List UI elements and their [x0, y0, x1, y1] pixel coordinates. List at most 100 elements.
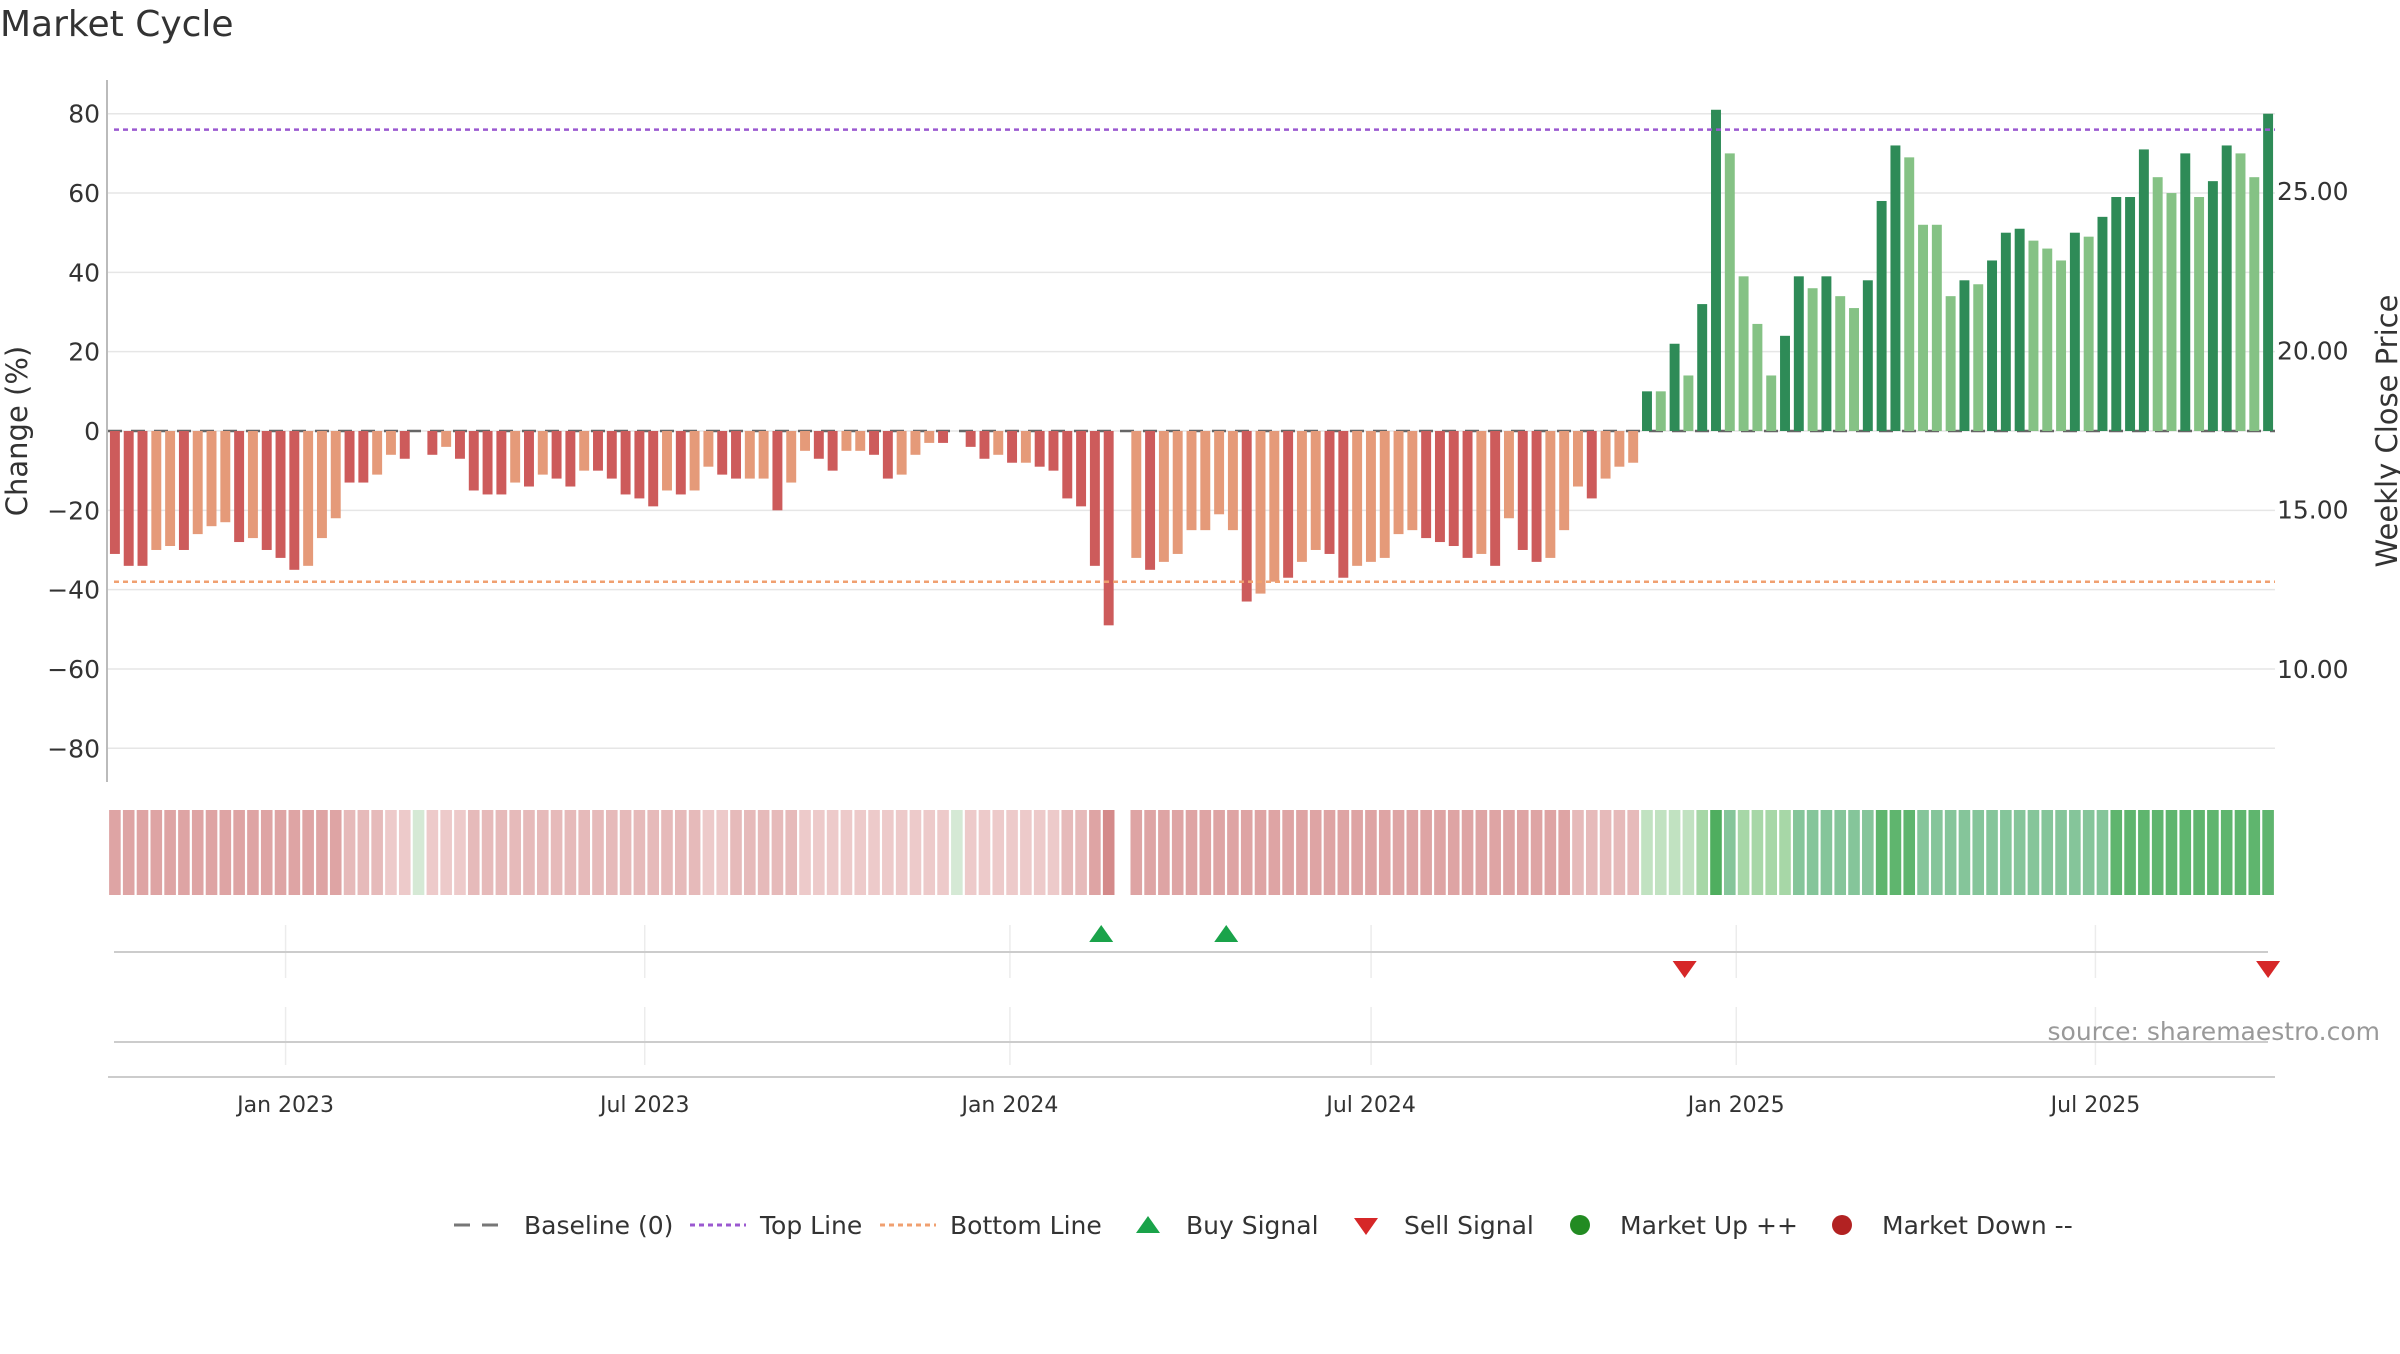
bar — [1325, 431, 1335, 554]
heat-cell — [427, 810, 439, 895]
heat-cell — [261, 810, 273, 895]
bar — [2070, 233, 2080, 431]
heat-cell — [565, 810, 577, 895]
x-tick-label: Jan 2025 — [1686, 1093, 1785, 1118]
heat-cell — [1972, 810, 1984, 895]
bar — [2167, 193, 2177, 431]
bar — [165, 431, 175, 546]
heat-cell — [1710, 810, 1722, 895]
bar — [1200, 431, 1210, 530]
y-tick-label: −80 — [47, 734, 100, 763]
bar — [441, 431, 451, 447]
bar — [483, 431, 493, 494]
heat-cell — [1282, 810, 1294, 895]
bar — [234, 431, 244, 542]
bar — [993, 431, 1003, 455]
bar — [1021, 431, 1031, 463]
bar — [938, 431, 948, 443]
bar — [1311, 431, 1321, 550]
bar — [1725, 153, 1735, 431]
heat-cell — [1779, 810, 1791, 895]
heat-cell — [1255, 810, 1267, 895]
heat-cell — [1517, 810, 1529, 895]
heat-cell — [1807, 810, 1819, 895]
bar — [759, 431, 769, 479]
bar — [745, 431, 755, 479]
heat-cell — [716, 810, 728, 895]
heat-cell — [233, 810, 245, 895]
heat-strip — [109, 810, 2274, 895]
x-tick-label: Jul 2024 — [1324, 1093, 1416, 1118]
bar — [786, 431, 796, 483]
legend-sell-swatch — [1354, 1218, 1378, 1235]
bar — [565, 431, 575, 487]
bar — [2028, 241, 2038, 431]
heat-cell — [799, 810, 811, 895]
y-tick-label: −20 — [47, 496, 100, 525]
bar — [828, 431, 838, 471]
bar — [110, 431, 120, 554]
bar — [2236, 153, 2246, 431]
bar — [1711, 110, 1721, 431]
bar — [1739, 276, 1749, 431]
bar — [386, 431, 396, 455]
heat-cell — [192, 810, 204, 895]
heat-cell — [247, 810, 259, 895]
y2-tick-label: 20.00 — [2277, 336, 2349, 365]
heat-cell — [275, 810, 287, 895]
heat-cell — [1379, 810, 1391, 895]
heat-cell — [1103, 810, 1115, 895]
heat-cell — [1338, 810, 1350, 895]
heat-cell — [344, 810, 356, 895]
heat-cell — [1365, 810, 1377, 895]
heat-cell — [1572, 810, 1584, 895]
heat-cell — [454, 810, 466, 895]
heat-cell — [661, 810, 673, 895]
heat-cell — [385, 810, 397, 895]
bar — [1656, 391, 1666, 431]
bar — [1214, 431, 1224, 514]
heat-cell — [882, 810, 894, 895]
bar — [2222, 145, 2232, 431]
bar — [1683, 375, 1693, 431]
bar — [2194, 197, 2204, 431]
heat-cell — [1531, 810, 1543, 895]
bar — [2042, 249, 2052, 431]
bar — [1932, 225, 1942, 431]
bar — [1062, 431, 1072, 498]
heat-cell — [316, 810, 328, 895]
legend-item: Buy Signal — [1136, 1211, 1319, 1240]
bar — [1532, 431, 1542, 562]
heat-cell — [1738, 810, 1750, 895]
y2-tick-label: 10.00 — [2277, 655, 2349, 684]
bar — [924, 431, 934, 443]
bar — [2111, 197, 2121, 431]
heat-cell — [744, 810, 756, 895]
legend-item: Top Line — [690, 1211, 862, 1240]
bar — [1918, 225, 1928, 431]
heat-cell — [1558, 810, 1570, 895]
heat-cell — [509, 810, 521, 895]
heat-cell — [1862, 810, 1874, 895]
bar — [1559, 431, 1569, 530]
heat-cell — [1310, 810, 1322, 895]
heat-cell — [1117, 810, 1129, 895]
heat-cell — [1614, 810, 1626, 895]
bar — [1269, 431, 1279, 582]
heat-cell — [854, 810, 866, 895]
bar — [1545, 431, 1555, 558]
heat-cell — [1269, 810, 1281, 895]
legend-label: Market Down -- — [1882, 1211, 2073, 1240]
heat-cell — [951, 810, 963, 895]
bar — [1407, 431, 1417, 530]
bar — [1863, 280, 1873, 431]
sell-signal-marker — [2256, 961, 2280, 978]
bars-group — [110, 110, 2273, 626]
heat-cell — [206, 810, 218, 895]
bar — [524, 431, 534, 487]
heat-cell — [1227, 810, 1239, 895]
heat-cell — [2097, 810, 2109, 895]
legend-item: Bottom Line — [880, 1211, 1102, 1240]
bar — [358, 431, 368, 483]
legend-item: Baseline (0) — [454, 1211, 673, 1240]
